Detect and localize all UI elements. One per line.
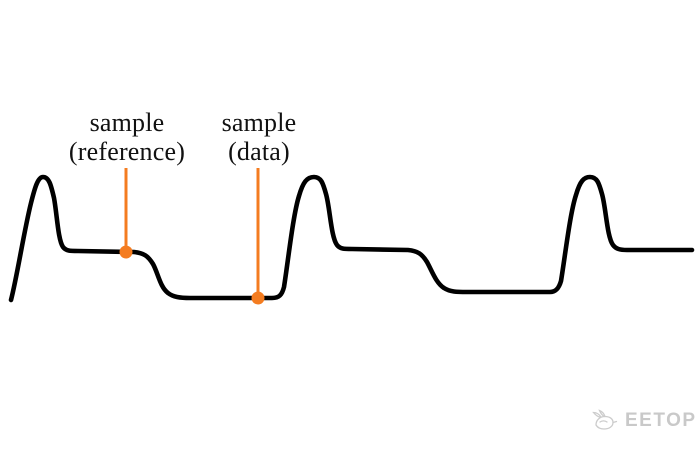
eetop-logo: EETOP [591,407,697,435]
data-sample-label: sample (data) [159,108,359,166]
reference-sample-label: sample (reference) [27,108,227,166]
data-label-line2: (data) [228,137,290,166]
data-sample-dot [251,291,265,305]
reference-label-line1: sample [89,108,165,137]
waveform-trace [8,174,695,303]
data-label-line1: sample [221,108,297,137]
eetop-logo-text: EETOP [625,410,697,431]
bird-icon [592,409,618,430]
reference-sample-dot [119,245,133,259]
reference-label-line2: (reference) [68,137,186,166]
